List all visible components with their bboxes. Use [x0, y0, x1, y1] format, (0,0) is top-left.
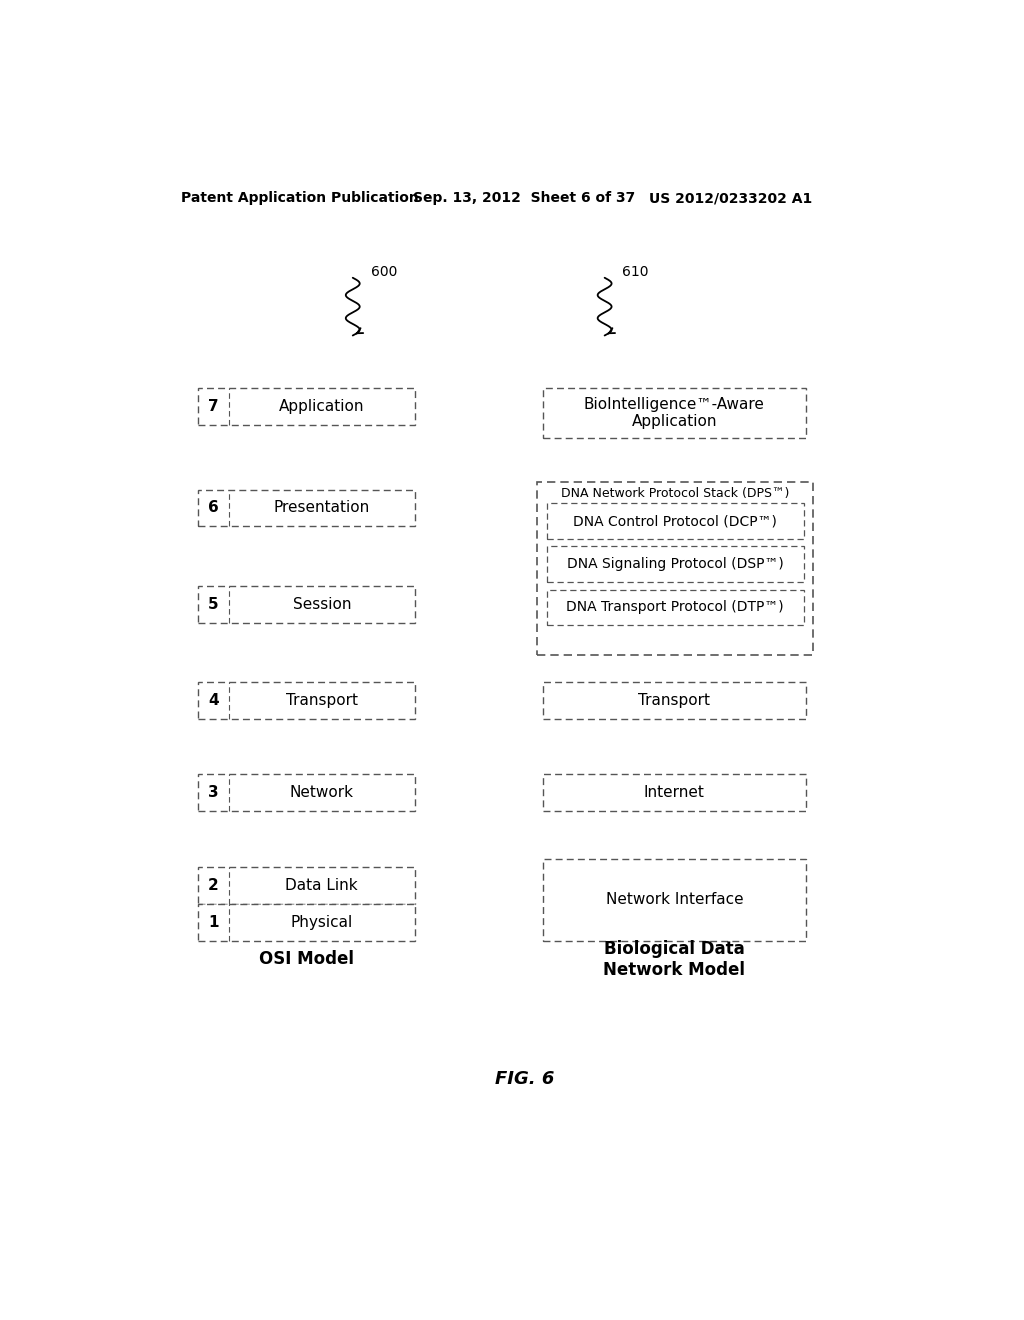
Text: Transport: Transport	[286, 693, 357, 708]
Bar	[543, 682, 806, 719]
Text: OSI Model: OSI Model	[259, 950, 353, 968]
Text: 6: 6	[208, 500, 219, 516]
Text: Biological Data
Network Model: Biological Data Network Model	[603, 940, 745, 978]
Text: Presentation: Presentation	[273, 500, 370, 516]
Text: 600: 600	[371, 265, 397, 280]
Text: DNA Control Protocol (DCP™): DNA Control Protocol (DCP™)	[573, 513, 777, 528]
Bar	[198, 682, 415, 719]
Text: Physical: Physical	[291, 915, 353, 929]
Text: BioIntelligence™-Aware
Application: BioIntelligence™-Aware Application	[584, 397, 765, 429]
Text: 7: 7	[208, 399, 218, 414]
Text: 4: 4	[208, 693, 218, 708]
Bar	[547, 590, 804, 626]
Text: 1: 1	[208, 915, 218, 929]
Bar	[198, 904, 415, 941]
Text: 610: 610	[623, 265, 649, 280]
Bar	[543, 859, 806, 941]
Text: 5: 5	[208, 597, 218, 611]
Bar	[198, 586, 415, 623]
Bar	[543, 388, 806, 438]
Bar	[198, 867, 415, 904]
Text: Internet: Internet	[644, 785, 705, 800]
Text: Network: Network	[290, 785, 353, 800]
Text: Sep. 13, 2012  Sheet 6 of 37: Sep. 13, 2012 Sheet 6 of 37	[414, 191, 636, 206]
Text: Application: Application	[279, 399, 365, 414]
Text: DNA Transport Protocol (DTP™): DNA Transport Protocol (DTP™)	[566, 601, 784, 614]
Text: FIG. 6: FIG. 6	[496, 1069, 554, 1088]
Text: Transport: Transport	[638, 693, 711, 708]
Bar	[538, 482, 813, 655]
Text: Session: Session	[293, 597, 351, 611]
Bar	[198, 388, 415, 425]
Text: Network Interface: Network Interface	[605, 892, 743, 907]
Bar	[547, 503, 804, 539]
Text: 2: 2	[208, 878, 219, 892]
Bar	[547, 546, 804, 582]
Text: Data Link: Data Link	[286, 878, 358, 892]
Text: DNA Signaling Protocol (DSP™): DNA Signaling Protocol (DSP™)	[566, 557, 783, 572]
Text: US 2012/0233202 A1: US 2012/0233202 A1	[649, 191, 812, 206]
Text: DNA Network Protocol Stack (DPS™): DNA Network Protocol Stack (DPS™)	[561, 487, 790, 500]
Text: Patent Application Publication: Patent Application Publication	[180, 191, 419, 206]
Bar	[198, 775, 415, 812]
Bar	[198, 490, 415, 527]
Text: 3: 3	[208, 785, 218, 800]
Bar	[543, 775, 806, 812]
